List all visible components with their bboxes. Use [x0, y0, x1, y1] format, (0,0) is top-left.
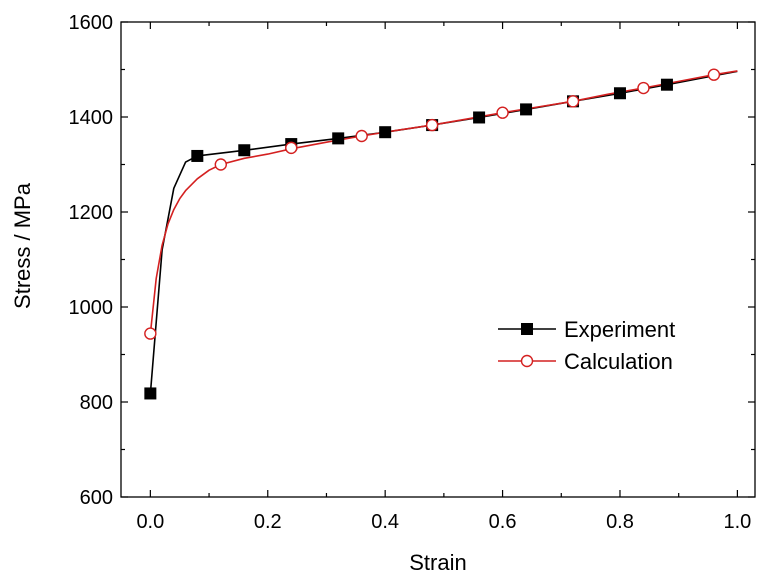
data-point-calculation: [637, 81, 650, 95]
data-point-calculation: [707, 68, 721, 81]
data-point-experiment: [238, 144, 251, 157]
plot-frame: [120, 21, 756, 498]
x-tick-label: 0.8: [606, 511, 634, 533]
series-line-experiment: [149, 70, 738, 394]
data-point-experiment: [144, 387, 157, 400]
axis-ticks: 0.0 0.2 0.4 0.6 0.8 1.0 600 800 1000 1200 1400 1600: [69, 12, 755, 533]
data-point-calculation: [214, 158, 227, 171]
data-point-experiment: [520, 103, 533, 116]
y-tick-label: 800: [80, 392, 113, 414]
y-tick-label: 1600: [69, 12, 114, 34]
series-markers: [144, 68, 721, 400]
legend: Experiment Calculation: [498, 317, 675, 374]
data-point-calculation: [355, 129, 368, 143]
data-point-calculation: [566, 95, 580, 108]
data-point-calculation: [144, 327, 157, 340]
data-point-experiment: [613, 87, 626, 100]
series-lines: [149, 70, 738, 394]
x-tick-label: 0.6: [489, 511, 517, 533]
series-line-calculation: [149, 70, 738, 334]
y-tick-label: 600: [80, 487, 113, 509]
x-tick-label: 0.2: [254, 511, 282, 533]
y-tick-label: 1200: [69, 202, 114, 224]
legend-marker-experiment: [521, 323, 533, 335]
x-tick-label: 1.0: [723, 511, 751, 533]
data-point-experiment: [379, 126, 392, 139]
legend-label-experiment: Experiment: [564, 317, 675, 342]
data-point-calculation: [496, 106, 509, 119]
data-point-calculation: [285, 141, 298, 155]
x-tick-label: 0.0: [136, 511, 164, 533]
data-point-experiment: [473, 111, 486, 124]
x-tick-label: 0.4: [371, 511, 399, 533]
x-axis-title: Strain: [409, 550, 466, 575]
data-point-calculation: [425, 118, 439, 132]
y-tick-label: 1400: [69, 107, 114, 129]
data-point-experiment: [191, 149, 204, 162]
plot-border: [120, 21, 756, 498]
legend-label-calculation: Calculation: [564, 349, 673, 374]
data-point-experiment: [332, 132, 345, 145]
legend-marker-calculation: [520, 354, 534, 368]
y-axis-title: Stress / MPa: [10, 182, 35, 309]
y-tick-label: 1000: [69, 297, 114, 319]
data-point-experiment: [660, 78, 673, 91]
